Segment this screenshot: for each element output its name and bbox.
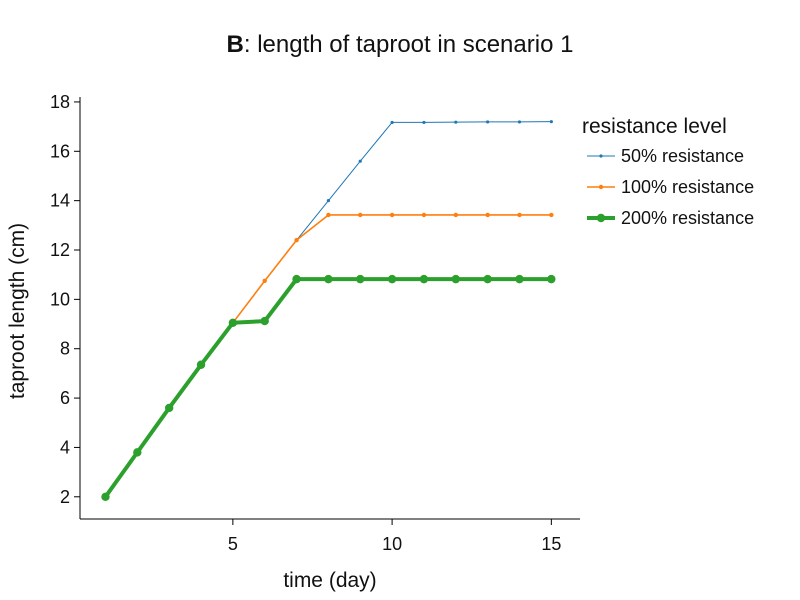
data-point <box>422 120 426 125</box>
data-point <box>419 274 429 284</box>
y-tick-label: 8 <box>60 339 70 359</box>
legend-swatch-marker <box>598 184 604 190</box>
data-point <box>326 199 331 203</box>
data-point <box>228 318 238 328</box>
data-point <box>260 316 269 326</box>
legend: resistance level 50% resistance 100% resi… <box>582 115 754 228</box>
x-tick-label: 5 <box>228 534 238 554</box>
data-point <box>517 120 522 124</box>
data-point <box>324 274 333 284</box>
legend-swatch-marker <box>599 154 603 158</box>
series-1 <box>103 120 553 499</box>
y-tick-label: 16 <box>50 141 70 161</box>
data-point <box>133 448 142 457</box>
data-point <box>454 120 458 124</box>
data-point <box>358 159 362 163</box>
data-point <box>389 212 395 218</box>
data-point <box>326 212 331 218</box>
y-tick-label: 14 <box>50 191 70 211</box>
chart-title: B: length of taproot in scenario 1 <box>227 31 574 58</box>
data-point <box>196 360 206 369</box>
plot-series <box>101 120 556 501</box>
data-point <box>547 274 556 284</box>
series-line <box>105 121 552 498</box>
axes: 5 10 15 2 4 6 8 10 12 14 16 18 <box>50 92 580 554</box>
series-2 <box>103 212 554 499</box>
chart-title-prefix: B <box>227 31 244 58</box>
y-tick-label: 6 <box>60 388 70 408</box>
data-point <box>292 274 301 284</box>
data-point <box>421 212 427 218</box>
legend-title: resistance level <box>582 115 727 138</box>
y-tick-label: 18 <box>50 92 70 112</box>
data-point <box>485 212 490 218</box>
data-point <box>358 212 363 218</box>
data-point <box>453 212 458 218</box>
y-tick-label: 4 <box>60 437 70 457</box>
y-tick-label: 2 <box>60 487 70 507</box>
data-point <box>549 120 553 124</box>
legend-entry-label: 50% resistance <box>621 146 744 166</box>
series-3 <box>101 274 556 501</box>
x-tick-label: 10 <box>382 534 402 554</box>
series-line <box>103 277 552 498</box>
y-tick-label: 12 <box>50 240 70 260</box>
data-point <box>294 237 299 243</box>
data-point <box>164 403 174 413</box>
data-point <box>486 120 490 124</box>
data-point <box>451 274 460 284</box>
data-point <box>515 274 524 284</box>
legend-swatch-marker <box>596 213 606 223</box>
data-point <box>390 120 394 125</box>
data-point <box>517 212 522 218</box>
legend-entry-label: 100% resistance <box>621 177 754 197</box>
data-point <box>387 274 397 284</box>
data-point <box>356 274 365 284</box>
y-axis-label: taproot length (cm) <box>6 223 29 399</box>
x-axis-label: time (day) <box>283 569 376 592</box>
x-tick-label: 15 <box>541 534 561 554</box>
chart-title-rest: : length of taproot in scenario 1 <box>244 31 574 58</box>
y-tick-label: 10 <box>50 289 70 309</box>
data-point <box>483 274 492 284</box>
legend-entry-label: 200% resistance <box>621 208 754 228</box>
data-point <box>549 212 554 218</box>
series-line <box>104 214 552 498</box>
data-point <box>262 278 267 284</box>
data-point <box>101 492 110 501</box>
